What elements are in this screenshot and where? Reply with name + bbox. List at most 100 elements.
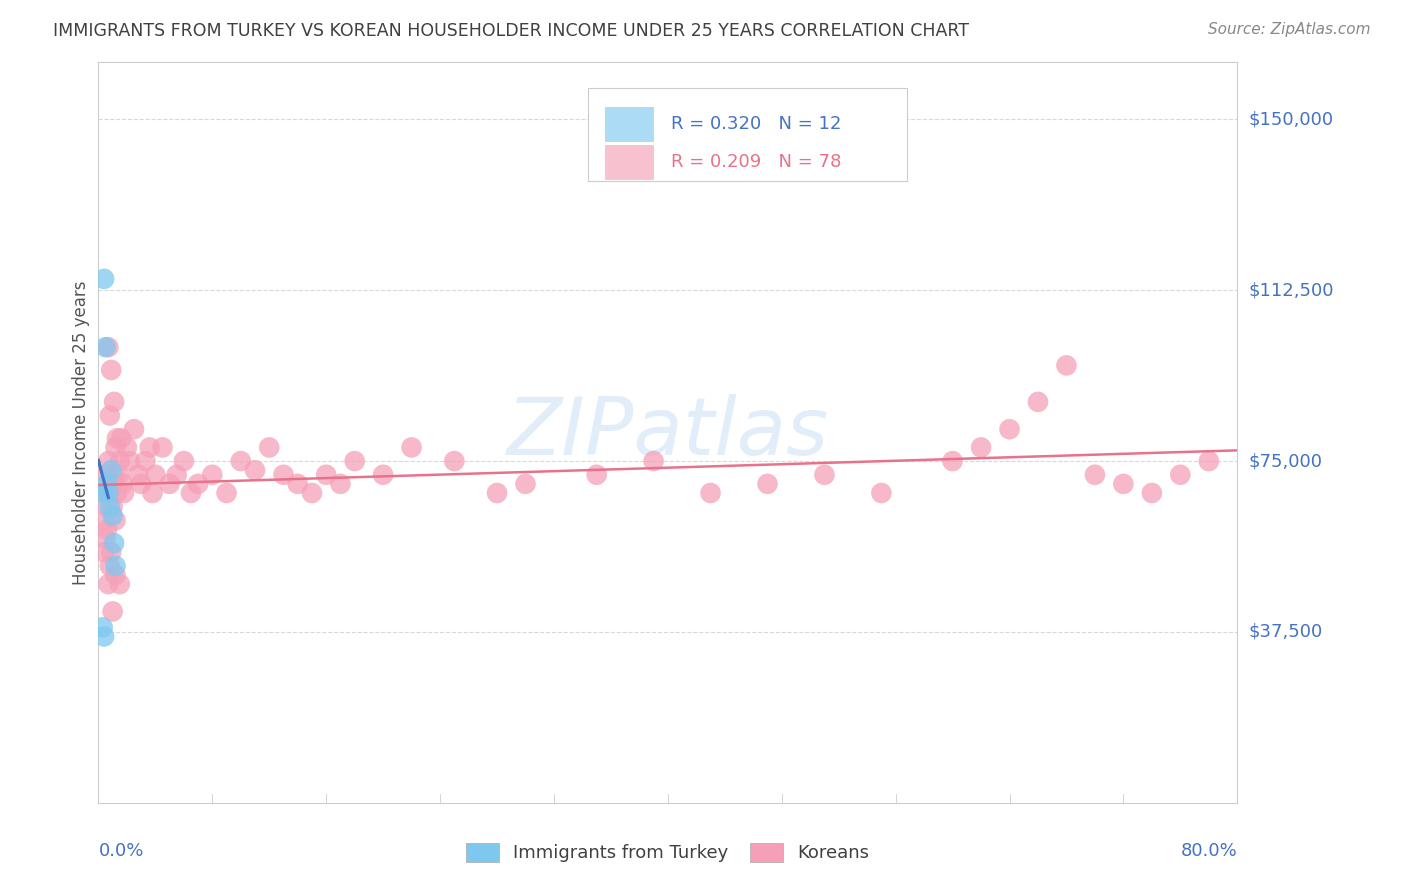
Point xyxy=(112,486,135,500)
Text: $112,500: $112,500 xyxy=(1249,281,1334,299)
Point xyxy=(343,454,366,468)
Point xyxy=(96,467,118,482)
Point xyxy=(585,467,607,482)
Point xyxy=(243,463,266,477)
Point xyxy=(942,454,965,468)
Point xyxy=(97,340,120,354)
Point xyxy=(301,486,323,500)
Point xyxy=(159,476,181,491)
Point xyxy=(129,476,152,491)
Point xyxy=(97,577,120,591)
Legend: Immigrants from Turkey, Koreans: Immigrants from Turkey, Koreans xyxy=(461,838,875,868)
Point xyxy=(105,486,128,500)
Text: ZIPatlas: ZIPatlas xyxy=(506,393,830,472)
Point xyxy=(152,441,174,455)
Point xyxy=(187,476,209,491)
Point xyxy=(104,568,127,582)
Point xyxy=(104,441,127,455)
Point xyxy=(101,604,124,618)
Point xyxy=(91,620,114,634)
Point xyxy=(756,476,779,491)
FancyBboxPatch shape xyxy=(605,145,652,179)
Point xyxy=(122,422,145,436)
Y-axis label: Householder Income Under 25 years: Householder Income Under 25 years xyxy=(72,280,90,585)
Point xyxy=(970,441,993,455)
Point xyxy=(101,500,124,514)
Point xyxy=(108,454,131,468)
Point xyxy=(98,558,121,573)
Point xyxy=(94,486,117,500)
Text: IMMIGRANTS FROM TURKEY VS KOREAN HOUSEHOLDER INCOME UNDER 25 YEARS CORRELATION C: IMMIGRANTS FROM TURKEY VS KOREAN HOUSEHO… xyxy=(53,22,969,40)
Text: 80.0%: 80.0% xyxy=(1181,842,1237,860)
Point xyxy=(104,558,127,573)
Point xyxy=(166,467,188,482)
Point xyxy=(96,476,118,491)
Point xyxy=(1170,467,1192,482)
Point xyxy=(173,454,195,468)
Point xyxy=(118,454,141,468)
Point xyxy=(111,476,134,491)
Point xyxy=(91,486,114,500)
Point xyxy=(215,486,238,500)
Point xyxy=(259,441,281,455)
Point xyxy=(100,545,122,559)
Text: Source: ZipAtlas.com: Source: ZipAtlas.com xyxy=(1208,22,1371,37)
Point xyxy=(110,431,132,445)
Point xyxy=(229,454,252,468)
Text: $37,500: $37,500 xyxy=(1249,623,1323,641)
Point xyxy=(100,463,122,477)
Point xyxy=(1140,486,1163,500)
Point xyxy=(98,409,121,423)
Text: $150,000: $150,000 xyxy=(1249,111,1333,128)
Point xyxy=(813,467,835,482)
Point xyxy=(443,454,465,468)
Point xyxy=(104,513,127,527)
Point xyxy=(101,508,124,523)
Point xyxy=(103,536,125,550)
Point xyxy=(998,422,1021,436)
Point xyxy=(201,467,224,482)
Point xyxy=(180,486,202,500)
Text: 0.0%: 0.0% xyxy=(98,842,143,860)
Point xyxy=(141,486,163,500)
Point xyxy=(1198,454,1220,468)
Point xyxy=(115,441,138,455)
Point xyxy=(1026,395,1049,409)
Point xyxy=(94,340,117,354)
Point xyxy=(103,467,125,482)
FancyBboxPatch shape xyxy=(605,107,652,142)
Point xyxy=(93,513,115,527)
Point xyxy=(100,363,122,377)
Point xyxy=(145,467,167,482)
Point xyxy=(329,476,352,491)
Point xyxy=(134,454,156,468)
Text: $75,000: $75,000 xyxy=(1249,452,1323,470)
Point xyxy=(1056,359,1078,373)
Point xyxy=(96,523,118,537)
Point xyxy=(373,467,395,482)
Point xyxy=(273,467,295,482)
Point xyxy=(127,467,149,482)
Point xyxy=(96,500,118,514)
Point xyxy=(103,395,125,409)
Point xyxy=(107,467,129,482)
Point xyxy=(101,476,124,491)
FancyBboxPatch shape xyxy=(588,88,907,181)
Point xyxy=(643,454,665,468)
Point xyxy=(108,577,131,591)
Point xyxy=(93,630,115,644)
Point xyxy=(401,441,423,455)
Point xyxy=(97,486,120,500)
Point xyxy=(138,441,160,455)
Point xyxy=(287,476,309,491)
Point xyxy=(93,545,115,559)
Text: R = 0.320   N = 12: R = 0.320 N = 12 xyxy=(671,115,842,134)
Point xyxy=(699,486,721,500)
Point xyxy=(515,476,537,491)
Point xyxy=(1084,467,1107,482)
Point xyxy=(1112,476,1135,491)
Point xyxy=(105,431,128,445)
Point xyxy=(98,486,121,500)
Point xyxy=(94,532,117,546)
Text: R = 0.209   N = 78: R = 0.209 N = 78 xyxy=(671,153,842,171)
